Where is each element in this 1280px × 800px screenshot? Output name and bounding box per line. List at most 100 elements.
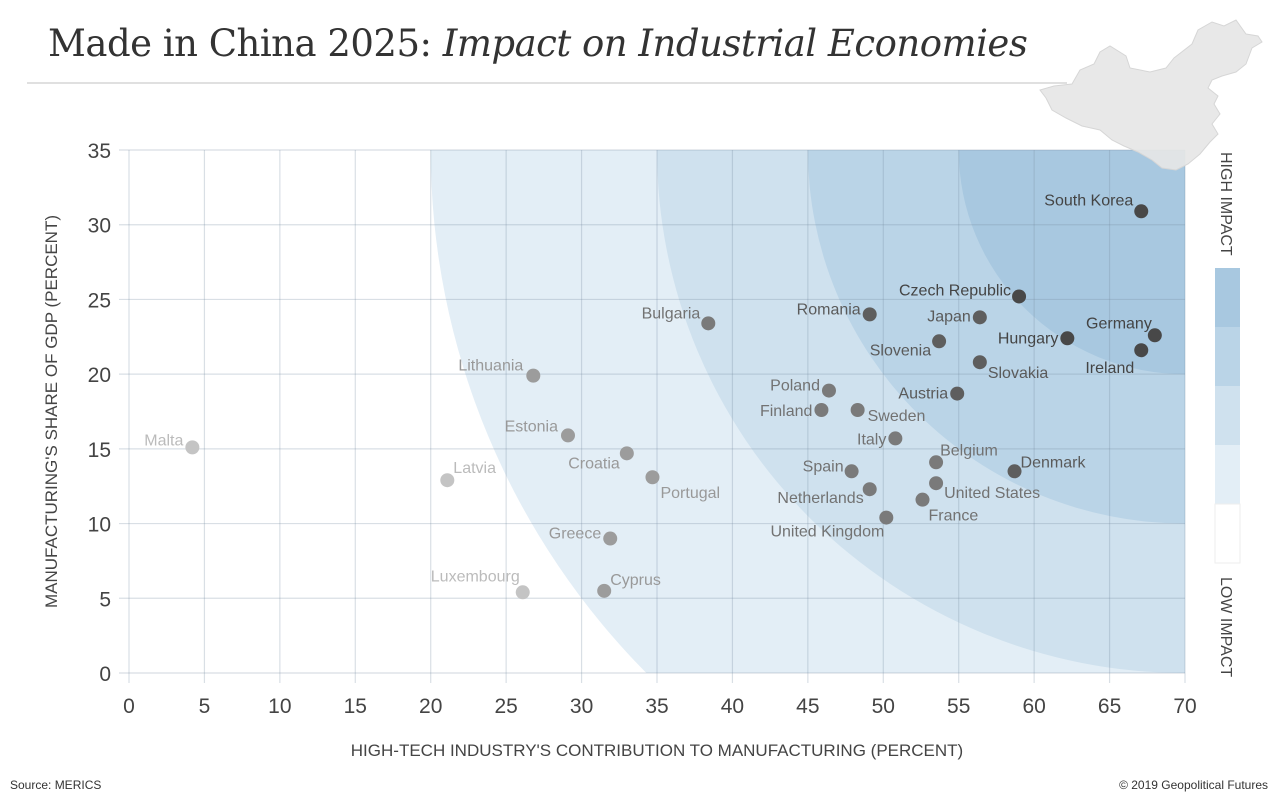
- point-portugal[interactable]: Portugal: [645, 470, 720, 502]
- grid-lines: [119, 149, 1186, 683]
- point-bulgaria[interactable]: Bulgaria: [642, 305, 716, 331]
- data-point-marker[interactable]: [1060, 331, 1075, 346]
- data-point-label: Hungary: [998, 330, 1058, 347]
- data-point-marker[interactable]: [526, 368, 541, 383]
- data-point-label: Sweden: [868, 408, 926, 425]
- copyright-note: © 2019 Geopolitical Futures: [1119, 778, 1268, 792]
- x-tick-label: 5: [199, 695, 211, 718]
- point-finland[interactable]: Finland: [760, 403, 829, 420]
- data-point-marker[interactable]: [1147, 328, 1162, 343]
- data-point-marker[interactable]: [929, 455, 944, 470]
- point-united-states[interactable]: United States: [929, 476, 1040, 502]
- data-point-label: Malta: [144, 432, 183, 449]
- data-point-label: Germany: [1086, 315, 1152, 332]
- legend-swatch-2: [1215, 327, 1240, 386]
- data-point-marker[interactable]: [844, 464, 859, 479]
- data-point-marker[interactable]: [1134, 204, 1149, 219]
- point-south-korea[interactable]: South Korea: [1044, 192, 1149, 219]
- point-denmark[interactable]: Denmark: [1007, 454, 1087, 479]
- data-point-marker[interactable]: [701, 316, 716, 331]
- data-point-label: Latvia: [453, 460, 496, 477]
- point-ireland[interactable]: Ireland: [1085, 343, 1149, 377]
- x-tick-label: 35: [645, 695, 668, 718]
- point-poland[interactable]: Poland: [770, 378, 836, 398]
- data-point-marker[interactable]: [1134, 343, 1149, 358]
- point-slovakia[interactable]: Slovakia: [972, 355, 1049, 382]
- point-croatia[interactable]: Croatia: [568, 446, 634, 472]
- point-slovenia[interactable]: Slovenia: [870, 334, 947, 359]
- data-point-label: Denmark: [1021, 454, 1087, 471]
- data-point-marker[interactable]: [915, 492, 930, 507]
- data-point-label: South Korea: [1044, 192, 1133, 209]
- data-point-label: Netherlands: [777, 490, 863, 507]
- axes: 0 5 10 15 20 25 30 35 40 45 50 55 60 65 70 0 5 10 15 20 25 30…: [42, 140, 1197, 760]
- data-point-marker[interactable]: [645, 470, 660, 485]
- data-point-marker[interactable]: [821, 383, 836, 398]
- data-point-marker[interactable]: [619, 446, 634, 461]
- data-point-marker[interactable]: [440, 473, 455, 488]
- point-italy[interactable]: Italy: [857, 431, 903, 448]
- x-tick-label: 70: [1173, 695, 1196, 718]
- data-point-marker[interactable]: [814, 403, 829, 418]
- title-divider: [27, 82, 1067, 84]
- data-point-marker[interactable]: [515, 585, 530, 600]
- point-czech-republic[interactable]: Czech Republic: [899, 282, 1027, 304]
- data-point-label: France: [929, 508, 979, 525]
- impact-bands: [430, 150, 1185, 673]
- legend-swatch-3: [1215, 386, 1240, 445]
- point-hungary[interactable]: Hungary: [998, 330, 1075, 347]
- x-tick-label: 30: [570, 695, 593, 718]
- data-point-marker[interactable]: [929, 476, 944, 491]
- point-spain[interactable]: Spain: [803, 458, 859, 479]
- data-point-label: Japan: [927, 308, 971, 325]
- x-tick-label: 50: [872, 695, 895, 718]
- data-point-marker[interactable]: [879, 510, 894, 525]
- point-united-kingdom[interactable]: United Kingdom: [770, 510, 894, 541]
- data-point-marker[interactable]: [972, 310, 987, 325]
- x-tick-label: 65: [1098, 695, 1121, 718]
- point-germany[interactable]: Germany: [1086, 315, 1162, 343]
- y-tick-label: 5: [99, 588, 111, 611]
- point-sweden[interactable]: Sweden: [850, 403, 926, 425]
- data-point-marker[interactable]: [862, 307, 877, 322]
- data-point-label: Cyprus: [610, 572, 661, 589]
- legend-swatch-5: [1214, 503, 1241, 564]
- point-luxembourg[interactable]: Luxembourg: [431, 568, 530, 600]
- data-points: Malta Latvia Luxembourg Lithuania Estonia Cro…: [144, 192, 1162, 600]
- data-point-marker[interactable]: [603, 531, 618, 546]
- data-point-marker[interactable]: [972, 355, 987, 370]
- data-point-marker[interactable]: [1012, 289, 1027, 304]
- point-latvia[interactable]: Latvia: [440, 460, 496, 488]
- data-point-marker[interactable]: [932, 334, 947, 349]
- impact-legend: HIGH IMPACT LOW IMPACT: [1214, 152, 1241, 677]
- data-point-marker[interactable]: [185, 440, 200, 455]
- title-subtitle: Impact on Industrial Economies: [442, 22, 1028, 65]
- point-estonia[interactable]: Estonia: [505, 418, 575, 443]
- data-point-marker[interactable]: [560, 428, 575, 443]
- x-axis-title: HIGH-TECH INDUSTRY'S CONTRIBUTION TO MAN…: [351, 741, 963, 760]
- point-belgium[interactable]: Belgium: [929, 442, 998, 470]
- point-greece[interactable]: Greece: [549, 526, 618, 546]
- data-point-marker[interactable]: [597, 583, 612, 598]
- china-map-icon: [1039, 19, 1263, 171]
- point-lithuania[interactable]: Lithuania: [458, 358, 541, 383]
- point-romania[interactable]: Romania: [797, 301, 877, 322]
- data-point-marker[interactable]: [1007, 464, 1022, 479]
- point-france[interactable]: France: [915, 492, 979, 525]
- x-tick-label: 25: [494, 695, 517, 718]
- data-point-marker[interactable]: [862, 482, 877, 497]
- point-japan[interactable]: Japan: [927, 308, 987, 325]
- data-point-marker[interactable]: [950, 386, 965, 401]
- point-austria[interactable]: Austria: [898, 386, 965, 403]
- data-point-label: United States: [944, 485, 1040, 502]
- legend-low-label: LOW IMPACT: [1217, 577, 1234, 677]
- point-cyprus[interactable]: Cyprus: [597, 572, 661, 598]
- data-point-marker[interactable]: [850, 403, 865, 418]
- data-point-label: Slovenia: [870, 342, 931, 359]
- point-netherlands[interactable]: Netherlands: [777, 482, 877, 507]
- point-malta[interactable]: Malta: [144, 432, 200, 455]
- source-note: Source: MERICS: [10, 778, 102, 792]
- data-point-label: Czech Republic: [899, 282, 1011, 299]
- y-tick-label: 15: [88, 439, 111, 462]
- data-point-marker[interactable]: [888, 431, 903, 446]
